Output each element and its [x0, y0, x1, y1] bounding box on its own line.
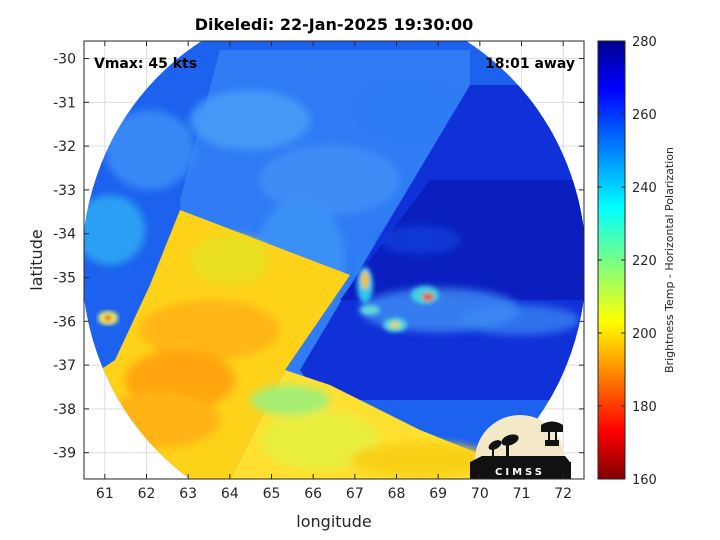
y-axis-label: latitude	[27, 229, 46, 290]
colorbar-tick-label: 280	[632, 35, 657, 50]
plot-area: Vmax: 45 kts 18:01 away CIMSS 61 62 63 64 65…	[53, 40, 585, 502]
y-tick-label: -36	[53, 314, 76, 330]
y-axis: -30 -31 -32 -33 -34 -35 -36 -37 -38 -39	[53, 52, 584, 462]
x-tick-label: 62	[138, 486, 156, 502]
colorbar-tick-label: 260	[632, 108, 657, 123]
y-tick-label: -30	[53, 52, 76, 68]
colorbar-gradient	[597, 40, 626, 480]
y-tick-label: -37	[53, 358, 76, 374]
x-tick-label: 63	[179, 486, 197, 502]
colorbar-tick-label: 180	[632, 400, 657, 415]
colorbar-label: Brightness Temp - Horizontal Polarizatio…	[663, 147, 676, 373]
colorbar-tick-label: 240	[632, 181, 657, 196]
y-tick-label: -31	[53, 95, 76, 111]
x-axis: 61 62 63 64 65 66 67 68 69 70 71 72	[96, 41, 572, 502]
y-tick-label: -33	[53, 183, 76, 199]
x-tick-label: 72	[554, 486, 572, 502]
x-tick-label: 71	[513, 486, 531, 502]
x-tick-label: 70	[471, 486, 489, 502]
colorbar-tick-label: 220	[632, 254, 657, 269]
colorbar-tick-label: 200	[632, 327, 657, 342]
axes-frame	[83, 40, 585, 480]
x-tick-label: 65	[263, 486, 281, 502]
x-tick-label: 66	[304, 486, 322, 502]
x-tick-label: 69	[429, 486, 447, 502]
time-away-annotation: 18:01 away	[485, 56, 575, 72]
heatmap-image	[84, 41, 584, 479]
x-tick-label: 61	[96, 486, 114, 502]
y-tick-label: -39	[53, 446, 76, 462]
x-tick-label: 68	[388, 486, 406, 502]
logo-text: CIMSS	[495, 467, 545, 478]
colorbar-ticks: 160 180 200 220 240 260 280	[598, 35, 657, 488]
cimss-logo: CIMSS	[470, 415, 571, 479]
x-tick-label: 67	[346, 486, 364, 502]
y-tick-label: -32	[53, 139, 76, 155]
vmax-annotation: Vmax: 45 kts	[94, 56, 197, 72]
colorbar: 160 180 200 220 240 260 280 Brightness Temp - …	[597, 35, 676, 488]
chart-title: Dikeledi: 22-Jan-2025 19:30:00	[195, 15, 473, 34]
y-tick-label: -35	[53, 271, 76, 287]
y-tick-label: -38	[53, 402, 76, 418]
colorbar-tick-label: 160	[632, 473, 657, 488]
y-tick-label: -34	[53, 227, 76, 243]
x-axis-label: longitude	[296, 512, 371, 531]
x-tick-label: 64	[221, 486, 239, 502]
